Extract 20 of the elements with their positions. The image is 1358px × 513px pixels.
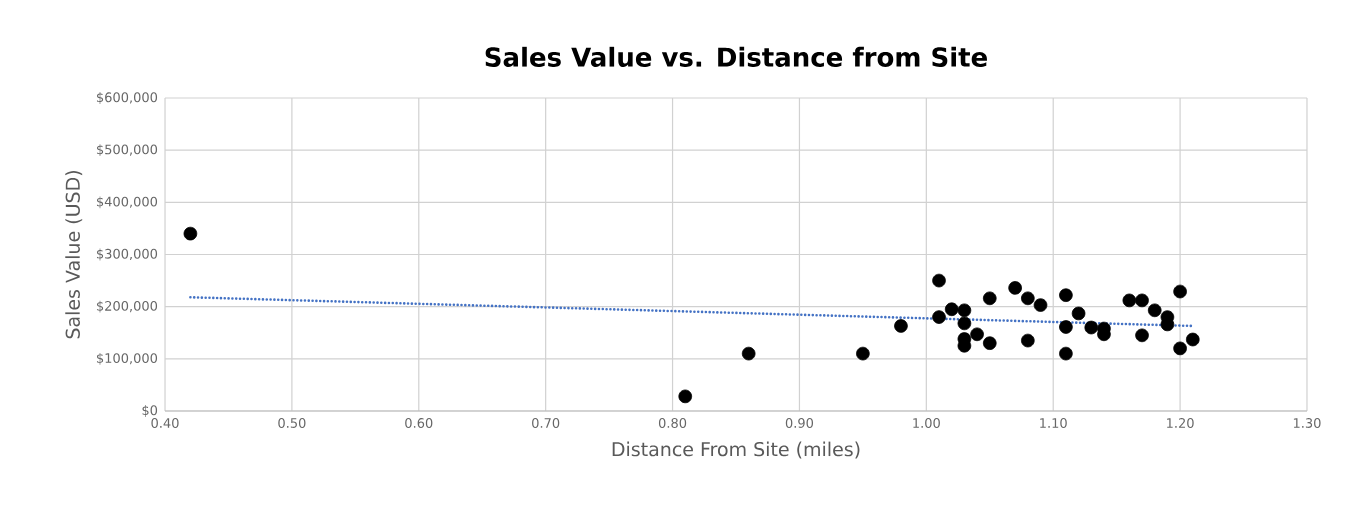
x-tick-label: 0.80 [658, 418, 687, 428]
y-tick-label: $0 [142, 405, 158, 417]
y-tick-label: $500,000 [96, 144, 158, 157]
y-tick-label: $300,000 [96, 248, 158, 261]
x-tick-label: 1.20 [1167, 418, 1194, 428]
y-tick-label: $600,000 [96, 92, 158, 104]
x-tick-label: 0.50 [278, 418, 306, 428]
x-tick-label: 0.40 [151, 418, 179, 428]
x-tick-label: 1.10 [1040, 418, 1067, 428]
x-tick-label: 0.70 [532, 418, 560, 428]
x-tick-label: 0.90 [785, 418, 814, 428]
chart-title: Sales Value vs. Distance from Site [485, 46, 987, 67]
y-axis-title: Sales Value (USD) [65, 171, 83, 339]
x-tick-label: 1.30 [1293, 418, 1321, 428]
y-tick-label: $200,000 [96, 300, 158, 313]
x-tick-label: 1.00 [913, 418, 940, 428]
y-tick-label: $100,000 [96, 352, 158, 365]
x-tick-label: 0.60 [405, 418, 433, 428]
x-axis-title: Distance From Site (miles) [612, 441, 860, 459]
y-tick-label: $400,000 [96, 196, 158, 209]
